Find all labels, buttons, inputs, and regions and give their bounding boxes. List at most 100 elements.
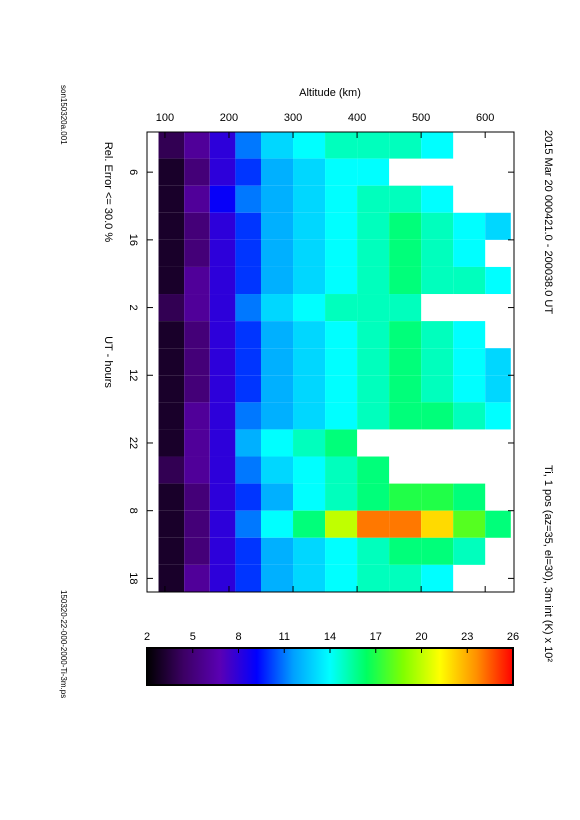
heat-cell xyxy=(158,564,185,592)
heat-cell xyxy=(389,564,422,592)
heat-cell xyxy=(235,375,262,403)
heat-cell xyxy=(389,239,422,267)
heat-cell xyxy=(235,266,262,295)
heat-cell xyxy=(453,239,486,267)
x-tick-label: 16 xyxy=(127,234,139,246)
heat-cell xyxy=(261,564,294,592)
heat-cell xyxy=(261,402,294,430)
heat-cell xyxy=(209,348,236,376)
heat-cell xyxy=(325,239,358,267)
heat-cell xyxy=(421,483,454,511)
heat-cell xyxy=(485,375,511,403)
heat-cell xyxy=(209,429,236,457)
x-tick-label: 12 xyxy=(127,369,139,381)
heat-cell xyxy=(209,132,236,159)
colorbar-label: Ti, 1 pos (az=35, el=30), 3m int (K) x 1… xyxy=(542,465,554,662)
y-tick-label: 300 xyxy=(284,112,302,124)
heat-cell xyxy=(184,321,210,349)
heat-cell xyxy=(325,537,358,565)
heat-cell xyxy=(485,402,511,430)
heat-cell xyxy=(261,294,294,322)
heat-cell xyxy=(421,375,454,403)
heat-cell xyxy=(421,348,454,376)
heat-cell xyxy=(325,132,358,159)
heat-cell xyxy=(293,321,326,349)
heat-cell xyxy=(421,510,454,538)
heat-cell xyxy=(357,537,390,565)
heat-cell xyxy=(389,294,422,322)
heat-cell xyxy=(235,132,262,159)
heat-cell xyxy=(235,294,262,322)
heat-cell xyxy=(421,212,454,240)
heat-cell xyxy=(184,294,210,322)
heat-cell xyxy=(235,348,262,376)
rotated-plot: 2015 Mar 20 000421.0 - 200038.0 UT Ti, 1… xyxy=(59,85,554,698)
colorbar-tick-label: 17 xyxy=(370,631,382,643)
heat-cell xyxy=(357,348,390,376)
heat-cell xyxy=(184,266,210,295)
heat-cell xyxy=(235,321,262,349)
heat-cell xyxy=(453,348,486,376)
heat-cell xyxy=(293,375,326,403)
heat-cell xyxy=(209,212,236,240)
heat-cell xyxy=(357,375,390,403)
heat-cell xyxy=(158,239,185,267)
heat-cell xyxy=(325,483,358,511)
colorbar-tick-label: 20 xyxy=(415,631,427,643)
heat-cell xyxy=(325,294,358,322)
heat-cell xyxy=(184,429,210,457)
heat-cell xyxy=(261,239,294,267)
file-left: son150320a.001 xyxy=(59,85,68,145)
heat-cell xyxy=(357,212,390,240)
heat-cell xyxy=(485,266,511,295)
heat-cell xyxy=(235,402,262,430)
heat-cell xyxy=(293,294,326,322)
x-tick-label: 2 xyxy=(127,305,139,311)
x-tick-label: 8 xyxy=(127,508,139,514)
heat-cell xyxy=(261,158,294,186)
heat-cell xyxy=(184,483,210,511)
heat-cell xyxy=(293,429,326,457)
heat-cell xyxy=(293,537,326,565)
colorbar-tick-label: 5 xyxy=(190,631,196,643)
heat-cell xyxy=(261,456,294,484)
colorbar-tick-label: 8 xyxy=(235,631,241,643)
heat-cell xyxy=(158,483,185,511)
heat-cell xyxy=(261,537,294,565)
heat-cell xyxy=(357,266,390,295)
heat-cell xyxy=(235,510,262,538)
heat-cell xyxy=(421,321,454,349)
heat-cell xyxy=(453,375,486,403)
heat-cell xyxy=(453,321,486,349)
heat-cell xyxy=(293,132,326,159)
heat-cell xyxy=(261,212,294,240)
heat-cell xyxy=(485,212,511,240)
x-tick-label: 6 xyxy=(127,169,139,175)
heat-cell xyxy=(209,158,236,186)
heat-cell xyxy=(453,483,486,511)
heat-cell xyxy=(421,185,454,213)
heat-cell xyxy=(209,266,236,295)
heat-cell xyxy=(357,564,390,592)
heat-cell xyxy=(389,266,422,295)
heat-cell xyxy=(235,212,262,240)
heat-cell xyxy=(357,483,390,511)
heat-cell xyxy=(209,537,236,565)
y-tick-label: 400 xyxy=(348,112,366,124)
heat-cell xyxy=(421,266,454,295)
heat-cell xyxy=(357,321,390,349)
heat-cell xyxy=(235,429,262,457)
heat-cell xyxy=(293,212,326,240)
heat-cell xyxy=(325,375,358,403)
heat-cell xyxy=(325,266,358,295)
y-tick-label: 200 xyxy=(220,112,238,124)
heat-cell xyxy=(293,348,326,376)
colorbar-tick-label: 23 xyxy=(461,631,473,643)
heat-cell xyxy=(389,375,422,403)
heat-cell xyxy=(293,185,326,213)
heat-cell xyxy=(261,266,294,295)
heat-cell xyxy=(158,429,185,457)
heat-cell xyxy=(235,483,262,511)
x-tick-label: 18 xyxy=(127,572,139,584)
heat-cell xyxy=(421,239,454,267)
